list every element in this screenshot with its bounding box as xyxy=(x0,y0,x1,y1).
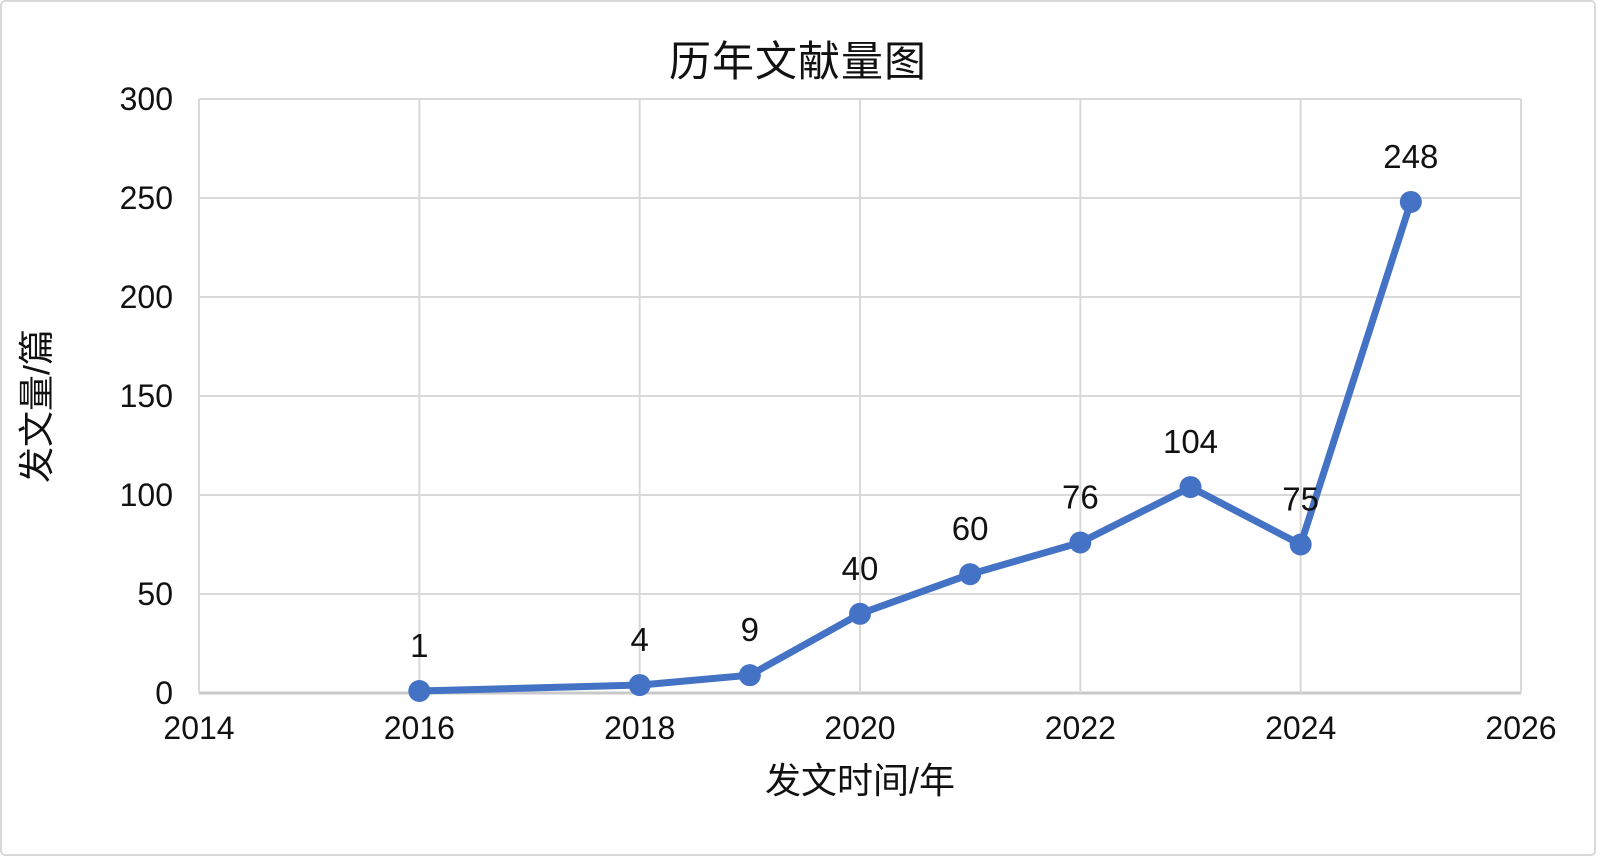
data-point-label: 104 xyxy=(1163,423,1218,460)
y-tick-label: 300 xyxy=(120,81,173,117)
y-tick-label: 250 xyxy=(120,180,173,216)
x-tick-label: 2014 xyxy=(163,710,234,746)
y-tick-label: 0 xyxy=(155,675,173,711)
data-point-marker xyxy=(1289,533,1312,556)
data-point-marker xyxy=(1399,190,1422,213)
data-point-marker xyxy=(738,664,761,687)
x-tick-label: 2026 xyxy=(1485,710,1556,746)
chart-title: 历年文献量图 xyxy=(668,38,927,85)
data-point-label: 248 xyxy=(1383,138,1438,175)
y-tick-label: 150 xyxy=(120,378,173,414)
data-point-label: 9 xyxy=(741,611,759,648)
data-point-label: 60 xyxy=(952,510,989,547)
data-point-marker xyxy=(959,563,982,586)
data-point-label: 1 xyxy=(410,627,428,664)
data-point-label: 75 xyxy=(1282,481,1319,518)
y-tick-label: 100 xyxy=(120,477,173,513)
x-axis-title: 发文时间/年 xyxy=(764,760,955,801)
data-point-label: 4 xyxy=(630,621,648,658)
data-point-label: 76 xyxy=(1062,479,1099,516)
data-point-marker xyxy=(408,680,431,703)
data-point-marker xyxy=(1069,531,1092,554)
series-line xyxy=(415,198,1415,695)
x-tick-label: 2022 xyxy=(1045,710,1116,746)
x-tick-label: 2024 xyxy=(1265,710,1336,746)
y-tick-label: 200 xyxy=(120,279,173,315)
x-tick-label: 2018 xyxy=(604,710,675,746)
data-point-label: 40 xyxy=(842,550,879,587)
y-tick-label: 50 xyxy=(137,576,173,612)
data-point-marker xyxy=(849,602,871,625)
data-point-marker xyxy=(1179,476,1202,499)
x-tick-label: 2020 xyxy=(824,710,895,746)
x-tick-label: 2016 xyxy=(384,710,455,746)
data-point-marker xyxy=(628,674,651,697)
